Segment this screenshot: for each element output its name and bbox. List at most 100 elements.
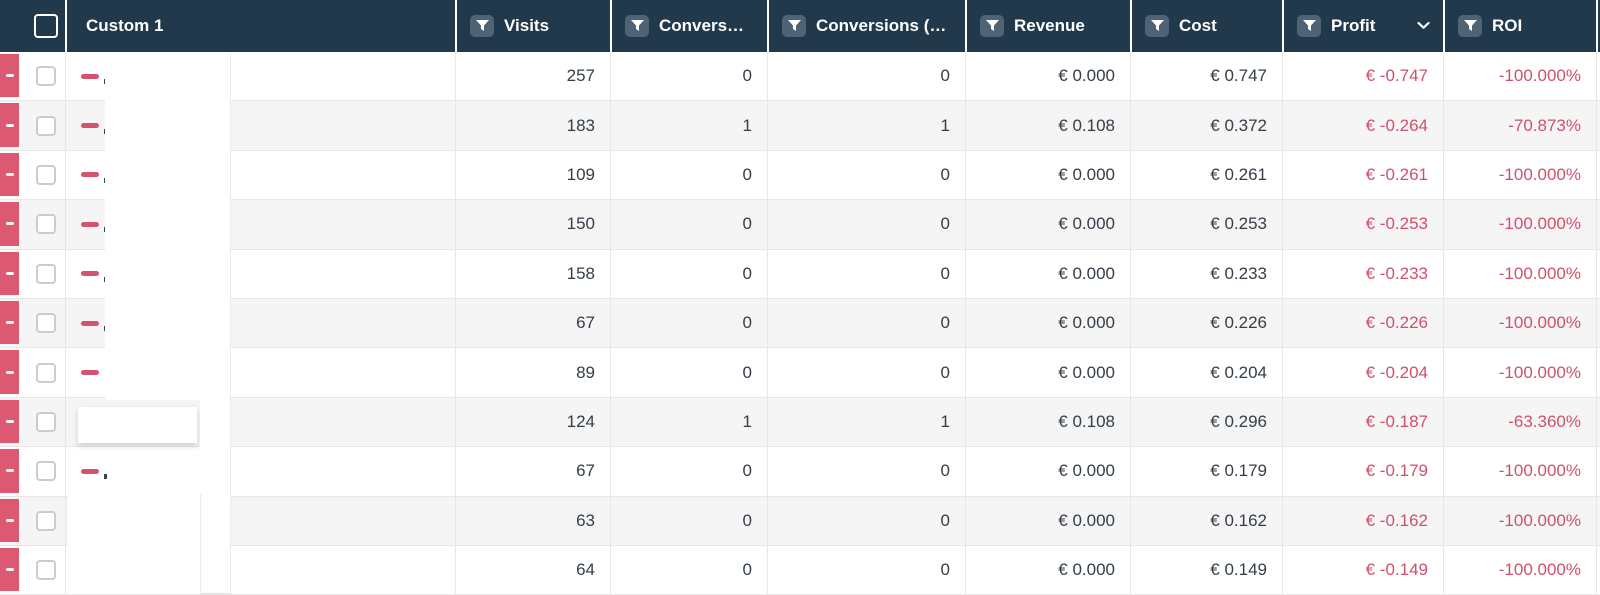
row-checkbox[interactable]: [36, 560, 56, 581]
table-row[interactable]: 257 0 0 € 0.000 € 0.747 € -0.747 -100.00…: [0, 52, 1600, 102]
next-column-sliver-cell: [1596, 249, 1600, 299]
conversions-value: 0: [610, 249, 767, 299]
table-row[interactable]: 64 0 0 € 0.000 € 0.149 € -0.149 -100.000…: [0, 545, 1600, 595]
column-header-profit[interactable]: Profit: [1282, 0, 1443, 52]
revenue-value: € 0.000: [965, 150, 1130, 201]
remove-minus-icon: [81, 172, 99, 178]
sort-chevron-down-icon: [1417, 21, 1430, 31]
revenue-value: € 0.000: [965, 496, 1130, 546]
filter-funnel-icon[interactable]: [1297, 15, 1321, 37]
revenue-value: € 0.000: [965, 52, 1130, 102]
profit-value: € -0.187: [1282, 397, 1443, 448]
table-row[interactable]: 150 0 0 € 0.000 € 0.253 € -0.253 -100.00…: [0, 200, 1600, 250]
row-select-cell: [0, 299, 65, 349]
row-checkbox[interactable]: [36, 461, 56, 482]
row-status-strip: [0, 152, 19, 197]
profit-value: € -0.179: [1282, 447, 1443, 497]
row-select-cell: [0, 101, 65, 151]
profit-value: € -0.253: [1282, 200, 1443, 250]
minus-icon: [5, 321, 14, 325]
row-checkbox[interactable]: [36, 263, 56, 284]
filter-funnel-icon[interactable]: [625, 15, 649, 37]
row-checkbox[interactable]: [36, 313, 56, 334]
filter-funnel-icon[interactable]: [1458, 15, 1482, 37]
cost-value: € 0.233: [1130, 249, 1282, 299]
cost-value: € 0.296: [1130, 397, 1282, 448]
conversions2-value: 1: [767, 101, 965, 151]
profit-value: € -0.747: [1282, 52, 1443, 102]
next-column-sliver-cell: [1596, 496, 1600, 546]
minus-icon: [5, 123, 14, 127]
cost-value: € 0.226: [1130, 298, 1282, 349]
filter-funnel-icon[interactable]: [980, 15, 1004, 37]
row-checkbox[interactable]: [36, 164, 56, 185]
roi-value: -100.000%: [1443, 496, 1596, 546]
table-row[interactable]: 183 1 1 € 0.108 € 0.372 € -0.264 -70.873…: [0, 101, 1600, 151]
column-header-revenue[interactable]: Revenue: [965, 0, 1130, 52]
row-checkbox[interactable]: [36, 115, 56, 136]
column-header-conversions-2[interactable]: Conversions (…: [767, 0, 965, 52]
visits-value: 67: [455, 298, 610, 349]
custom1-name-cell[interactable]: [65, 348, 455, 398]
custom1-name-cell[interactable]: [65, 397, 455, 448]
row-status-strip: [0, 103, 19, 147]
visits-value: 89: [455, 348, 610, 398]
table-row[interactable]: 63 0 0 € 0.000 € 0.162 € -0.162 -100.000…: [0, 496, 1600, 546]
row-select-cell: [0, 151, 65, 201]
column-header-conversions[interactable]: Convers…: [610, 0, 767, 52]
profit-value: € -0.204: [1282, 348, 1443, 398]
row-checkbox[interactable]: [36, 411, 56, 432]
visits-value: 183: [455, 101, 610, 151]
row-select-cell: [0, 546, 65, 595]
revenue-value: € 0.000: [965, 200, 1130, 250]
column-header-visits[interactable]: Visits: [455, 0, 610, 52]
table-row[interactable]: 89 0 0 € 0.000 € 0.204 € -0.204 -100.000…: [0, 348, 1600, 398]
row-checkbox[interactable]: [36, 510, 56, 531]
minus-icon: [5, 419, 14, 423]
filter-funnel-icon[interactable]: [782, 15, 806, 37]
row-status-strip: [0, 547, 19, 592]
profit-value: € -0.264: [1282, 101, 1443, 151]
row-status-strip: [0, 54, 19, 98]
row-checkbox[interactable]: [36, 362, 56, 383]
conversions-value: 1: [610, 397, 767, 448]
row-checkbox[interactable]: [36, 66, 56, 87]
custom1-name-cell[interactable]: [65, 447, 455, 497]
redaction-overlay: [105, 54, 231, 400]
revenue-value: € 0.108: [965, 101, 1130, 151]
redaction-overlay: [68, 494, 201, 593]
conversions2-value: 0: [767, 496, 965, 546]
filter-funnel-icon[interactable]: [1145, 15, 1169, 37]
column-header-roi[interactable]: ROI: [1443, 0, 1596, 52]
table-row[interactable]: 67 0 0 € 0.000 € 0.179 € -0.179 -100.000…: [0, 447, 1600, 497]
visits-value: 67: [455, 447, 610, 497]
roi-value: -100.000%: [1443, 200, 1596, 250]
conversions2-value: 0: [767, 545, 965, 595]
row-status-strip: [0, 300, 19, 345]
column-label: Cost: [1179, 16, 1217, 35]
table-row[interactable]: 109 0 0 € 0.000 € 0.261 € -0.261 -100.00…: [0, 150, 1600, 201]
custom1-name-cell[interactable]: [65, 496, 455, 546]
profit-value: € -0.226: [1282, 298, 1443, 349]
column-header-cost[interactable]: Cost: [1130, 0, 1282, 52]
table-row[interactable]: 67 0 0 € 0.000 € 0.226 € -0.226 -100.000…: [0, 298, 1600, 349]
redaction-overlay: [200, 400, 231, 594]
conversions2-value: 1: [767, 397, 965, 448]
roi-value: -100.000%: [1443, 150, 1596, 201]
row-checkbox[interactable]: [36, 214, 56, 235]
row-select-cell: [0, 497, 65, 546]
profit-value: € -0.162: [1282, 496, 1443, 546]
select-all-checkbox[interactable]: [34, 14, 58, 38]
table-row[interactable]: 124 1 1 € 0.108 € 0.296 € -0.187 -63.360…: [0, 397, 1600, 448]
conversions-value: 0: [610, 200, 767, 250]
select-all-cell: [0, 0, 65, 52]
roi-value: -63.360%: [1443, 397, 1596, 448]
minus-icon: [5, 222, 14, 226]
column-header-custom1[interactable]: Custom 1: [65, 0, 455, 52]
column-label: Revenue: [1014, 16, 1085, 35]
revenue-value: € 0.000: [965, 249, 1130, 299]
table-row[interactable]: 158 0 0 € 0.000 € 0.233 € -0.233 -100.00…: [0, 249, 1600, 299]
filter-funnel-icon[interactable]: [470, 15, 494, 37]
remove-minus-icon: [81, 123, 99, 129]
next-column-sliver-cell: [1596, 52, 1600, 102]
